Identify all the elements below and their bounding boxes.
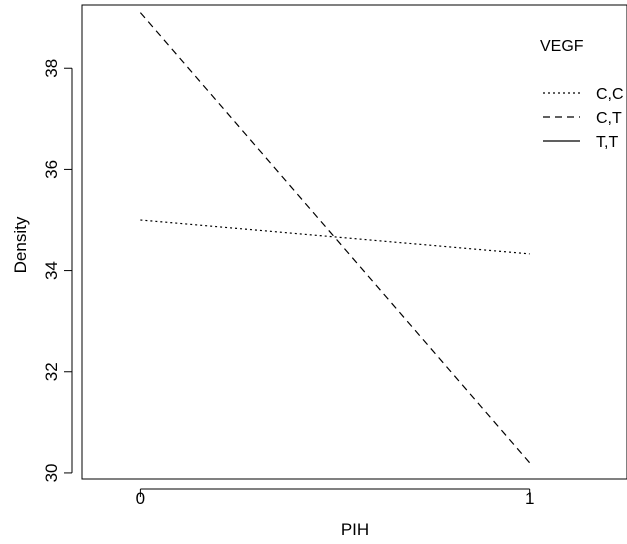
y-axis-label: Density	[11, 216, 30, 273]
x-axis-label: PIH	[341, 520, 369, 539]
y-tick-label: 32	[42, 362, 61, 381]
x-tick-label: 1	[525, 489, 534, 508]
series-line-ct	[139, 12, 531, 464]
series-layer	[139, 12, 531, 464]
y-axis: 30 32 34 36 38	[42, 59, 73, 482]
legend: VEGF C,C C,T T,T	[540, 38, 624, 151]
legend-title: VEGF	[540, 38, 584, 55]
legend-label: C,T	[596, 110, 622, 127]
y-tick-label: 38	[42, 59, 61, 78]
y-tick-label: 36	[42, 160, 61, 179]
legend-entries: C,C C,T T,T	[543, 86, 624, 151]
legend-label: C,C	[596, 86, 624, 103]
legend-label: T,T	[596, 134, 618, 151]
series-line-cc	[140, 219, 530, 255]
y-tick-label: 34	[42, 261, 61, 280]
y-tick-label: 30	[42, 463, 61, 482]
plot-frame	[81, 4, 627, 480]
x-tick-label: 0	[136, 489, 145, 508]
